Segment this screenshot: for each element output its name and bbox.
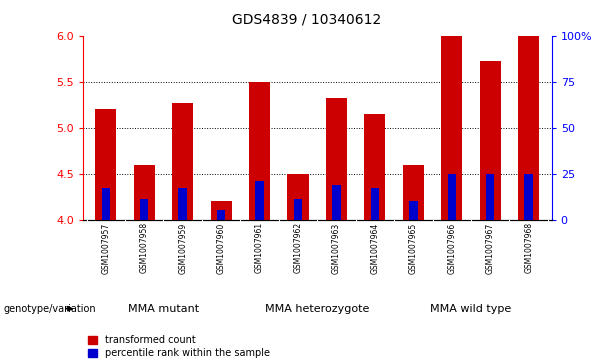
Bar [364,114,386,220]
Text: MMA heterozygote: MMA heterozygote [265,304,370,314]
Bar [518,36,539,220]
Text: GSM1007966: GSM1007966 [447,222,456,274]
Bar [210,201,232,220]
Text: MMA wild type: MMA wild type [430,304,512,314]
Bar [172,103,193,220]
Bar [409,201,417,220]
Text: genotype/variation: genotype/variation [3,304,96,314]
Bar [140,199,148,220]
Text: GSM1007963: GSM1007963 [332,222,341,274]
Text: GSM1007965: GSM1007965 [409,222,418,274]
Bar [95,109,116,220]
Text: GSM1007960: GSM1007960 [216,222,226,274]
Bar [178,188,187,220]
Bar [486,174,495,220]
Text: GSM1007957: GSM1007957 [101,222,110,274]
Bar [287,174,308,220]
Text: GSM1007968: GSM1007968 [524,222,533,273]
Bar [332,185,341,220]
Bar [371,188,379,220]
Bar [294,199,302,220]
Bar [249,82,270,220]
Text: GSM1007958: GSM1007958 [140,222,149,273]
Bar [256,181,264,220]
Bar [524,174,533,220]
Text: GDS4839 / 10340612: GDS4839 / 10340612 [232,13,381,27]
Bar [217,211,226,220]
Bar [403,165,424,220]
Bar [134,165,155,220]
Bar [441,36,462,220]
Text: GSM1007964: GSM1007964 [370,222,379,274]
Text: GSM1007967: GSM1007967 [485,222,495,274]
Text: MMA mutant: MMA mutant [128,304,199,314]
Text: GSM1007962: GSM1007962 [294,222,302,273]
Bar [102,188,110,220]
Legend: transformed count, percentile rank within the sample: transformed count, percentile rank withi… [88,335,270,358]
Bar [447,174,456,220]
Text: GSM1007959: GSM1007959 [178,222,187,274]
Bar [326,98,347,220]
Bar [479,61,501,220]
Text: GSM1007961: GSM1007961 [255,222,264,273]
